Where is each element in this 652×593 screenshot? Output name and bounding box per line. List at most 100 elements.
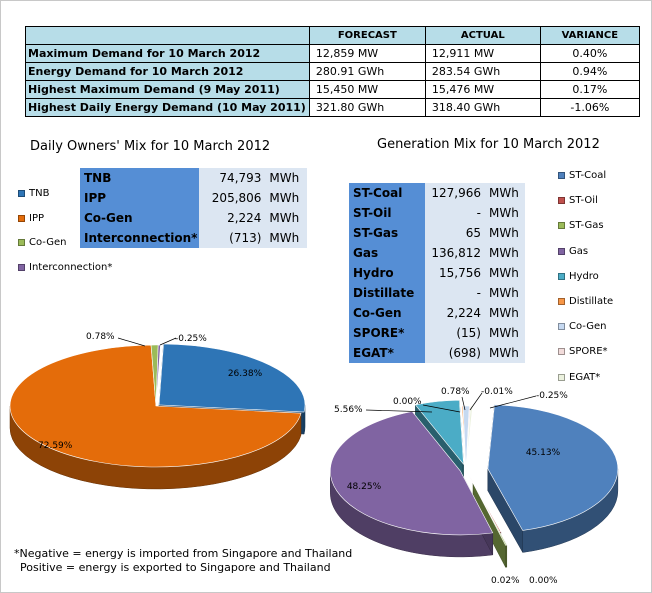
generation-legend-item: ST-Oil xyxy=(558,195,598,206)
summary-row-actual: 318.40 GWh xyxy=(424,98,541,117)
generation-slice xyxy=(487,404,619,531)
owners-legend-label: Co-Gen xyxy=(29,237,67,248)
owners-legend-item: TNB xyxy=(18,188,49,199)
generation-row-unit: MWh xyxy=(487,343,525,363)
generation-leader-line xyxy=(422,404,461,413)
generation-legend-item: SPORE* xyxy=(558,346,608,357)
owners-leader-line xyxy=(159,337,177,346)
generation-row-unit: MWh xyxy=(487,263,525,283)
generation-legend-swatch xyxy=(558,348,565,356)
generation-row-unit: MWh xyxy=(487,283,525,303)
summary-row: Highest Daily Energy Demand (10 May 2011… xyxy=(25,98,640,117)
generation-data-label: 45.13% xyxy=(526,448,561,458)
generation-row-unit: MWh xyxy=(487,303,525,323)
generation-legend-label: ST-Coal xyxy=(569,170,607,181)
generation-row: ST-Oil - MWh xyxy=(349,203,525,223)
owners-data-label: 0.78% xyxy=(86,332,115,342)
generation-legend-item: ST-Coal xyxy=(558,170,606,181)
generation-slice xyxy=(472,483,508,546)
owners-legend-item: IPP xyxy=(18,213,44,224)
generation-row-value: (15) xyxy=(425,323,487,343)
summary-row-forecast: 280.91 GWh xyxy=(308,62,426,81)
generation-row-unit: MWh xyxy=(487,243,525,263)
owners-row: Co-Gen 2,224 MWh xyxy=(80,208,308,228)
generation-slice xyxy=(414,399,464,466)
owners-mix-title: Daily Owners' Mix for 10 March 2012 xyxy=(30,139,271,154)
owners-legend-swatch xyxy=(18,214,25,222)
summary-row-actual: 283.54 GWh xyxy=(424,62,541,81)
generation-legend-swatch xyxy=(558,373,565,381)
generation-row: Gas 136,812 MWh xyxy=(349,243,525,263)
owners-data-label: 72.59% xyxy=(38,441,73,451)
generation-data-label: 0.00% xyxy=(529,576,558,586)
owners-row-value: (713) xyxy=(199,228,268,248)
generation-row-name: ST-Oil xyxy=(349,203,425,223)
owners-row-name: TNB xyxy=(80,168,200,188)
generation-row-name: SPORE* xyxy=(349,323,425,343)
generation-legend-swatch xyxy=(558,298,565,305)
owners-row-value: 205,806 xyxy=(199,188,268,208)
generation-data-label: -0.25% xyxy=(536,391,568,401)
generation-row-value: 2,224 xyxy=(425,303,487,323)
generation-row-name: Gas xyxy=(349,243,425,263)
generation-row-name: EGAT* xyxy=(349,343,425,363)
summary-row-variance: -1.06% xyxy=(539,98,640,117)
generation-data-label: -0.01% xyxy=(481,387,513,397)
owners-legend-item: Co-Gen xyxy=(18,237,67,248)
owners-slice xyxy=(9,344,302,468)
generation-row-value: 65 xyxy=(425,223,487,243)
generation-legend-item: Gas xyxy=(558,246,588,257)
footnote: *Negative = energy is imported from Sing… xyxy=(14,547,352,575)
generation-row-value: - xyxy=(425,203,487,223)
generation-row: SPORE* (15) MWh xyxy=(349,323,525,343)
generation-row-unit: MWh xyxy=(487,203,525,223)
owners-row-name: Co-Gen xyxy=(80,208,200,228)
generation-data-label: 5.56% xyxy=(334,405,363,415)
generation-leader-line xyxy=(461,396,466,411)
generation-legend-item: Hydro xyxy=(558,271,599,282)
summary-row-label: Energy Demand for 10 March 2012 xyxy=(25,62,310,81)
summary-row-label: Maximum Demand for 10 March 2012 xyxy=(25,44,310,63)
generation-legend-label: Co-Gen xyxy=(569,321,607,333)
generation-legend-label: ST-Oil xyxy=(569,195,598,207)
generation-legend-swatch xyxy=(558,323,565,331)
generation-legend-item: Distillate xyxy=(558,296,613,307)
summary-header-variance: VARIANCE xyxy=(539,26,640,45)
owners-row-value: 2,224 xyxy=(199,208,268,228)
generation-data-label: 0.78% xyxy=(441,387,470,397)
footnote-line-1: *Negative = energy is imported from Sing… xyxy=(14,547,353,560)
generation-row-value: (698) xyxy=(425,343,487,363)
owners-row-name: Interconnection* xyxy=(80,228,200,248)
generation-legend-label: Distillate xyxy=(569,296,614,307)
generation-row-name: ST-Coal xyxy=(349,183,425,203)
generation-row-value: - xyxy=(425,283,487,303)
generation-row-value: 136,812 xyxy=(425,243,487,263)
generation-legend-item: Co-Gen xyxy=(558,321,607,332)
owners-row-unit: MWh xyxy=(267,168,308,188)
owners-data-label: -0.25% xyxy=(175,334,207,344)
owners-row-unit: MWh xyxy=(267,208,308,228)
generation-legend-label: Gas xyxy=(569,245,589,257)
owners-row-unit: MWh xyxy=(267,228,308,248)
generation-data-label: 0.00% xyxy=(393,397,422,407)
owners-legend-label: IPP xyxy=(29,212,45,224)
owners-row: Interconnection* (713) MWh xyxy=(80,228,308,248)
generation-data-label: 48.25% xyxy=(347,482,382,492)
owners-row: IPP 205,806 MWh xyxy=(80,188,308,208)
owners-row-value: 74,793 xyxy=(199,168,268,188)
generation-legend-swatch xyxy=(558,172,565,179)
generation-row-name: Co-Gen xyxy=(349,303,425,323)
generation-row: Hydro 15,756 MWh xyxy=(349,263,525,283)
owners-row-unit: MWh xyxy=(267,188,308,208)
generation-legend-swatch xyxy=(558,197,565,205)
summary-row-forecast: 12,859 MW xyxy=(308,44,426,63)
generation-legend-item: ST-Gas xyxy=(558,220,604,231)
generation-row-name: Hydro xyxy=(349,263,425,283)
owners-legend-item: Interconnection* xyxy=(18,262,112,273)
owners-legend-swatch xyxy=(18,239,25,246)
generation-row: Co-Gen 2,224 MWh xyxy=(349,303,525,323)
generation-data-label: 0.02% xyxy=(491,576,520,586)
generation-legend-label: EGAT* xyxy=(569,371,601,383)
generation-mix-title: Generation Mix for 10 March 2012 xyxy=(377,137,600,152)
owners-slice xyxy=(158,343,306,413)
